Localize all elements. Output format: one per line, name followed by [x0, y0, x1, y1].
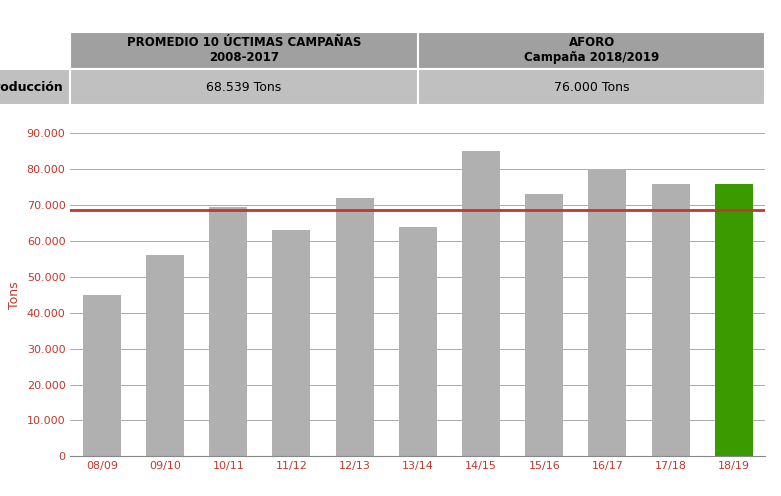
Bar	[83, 295, 121, 456]
Bar	[651, 184, 690, 456]
Bar	[462, 151, 500, 456]
Bar	[273, 230, 310, 456]
Bar	[526, 194, 563, 456]
Bar	[399, 227, 437, 456]
Bar	[588, 169, 626, 456]
Bar	[209, 207, 248, 456]
Bar	[715, 184, 753, 456]
Bar	[146, 255, 184, 456]
Y-axis label: Tons: Tons	[8, 281, 21, 309]
Bar	[336, 198, 373, 456]
